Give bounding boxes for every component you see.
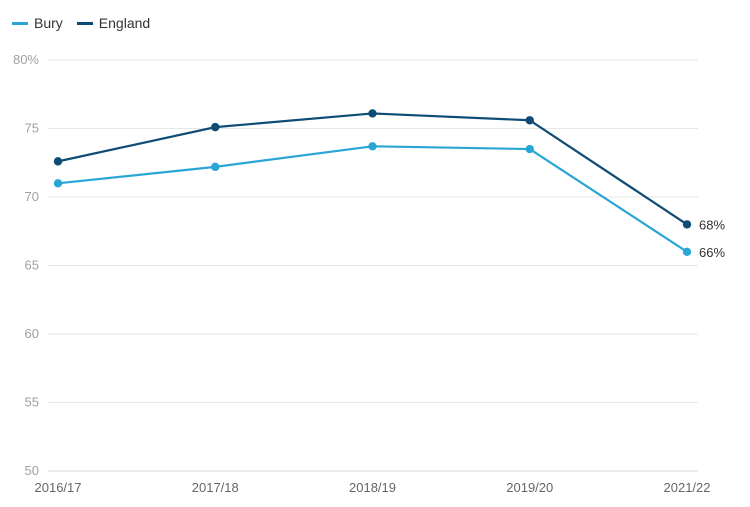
data-point (525, 144, 534, 154)
series-line-england (57, 112, 688, 226)
end-label-england: 68% (699, 217, 725, 232)
y-tick-label: 60 (25, 326, 39, 341)
legend-label-england: England (98, 15, 151, 31)
data-point (53, 179, 63, 188)
x-tick-label: 2017/18 (192, 480, 239, 495)
series-lines (57, 112, 688, 253)
legend-swatch-england (76, 21, 93, 25)
y-tick-label: 55 (25, 395, 39, 410)
y-tick-label: 70 (25, 189, 39, 204)
data-point (211, 162, 220, 172)
gridlines (48, 59, 698, 472)
legend-item-england[interactable]: England (76, 15, 151, 31)
series-points (53, 109, 692, 256)
data-point (53, 157, 63, 166)
y-tick-label: 65 (25, 258, 39, 273)
legend-item-bury[interactable]: Bury (12, 15, 63, 31)
y-axis-ticks: 80% 75 70 65 60 55 50 (13, 52, 39, 478)
x-axis-ticks: 2016/17 2017/18 2018/19 2019/20 2021/22 (35, 480, 711, 495)
legend-swatch-bury (12, 21, 28, 25)
y-tick-label: 50 (25, 463, 39, 478)
data-point (368, 109, 377, 118)
y-tick-label: 75 (25, 121, 39, 136)
x-tick-label: 2021/22 (664, 480, 711, 495)
data-point (368, 142, 377, 151)
data-point (682, 247, 692, 256)
x-tick-label: 2019/20 (506, 480, 553, 495)
y-tick-label: 80% (13, 52, 39, 67)
legend-label-bury: Bury (34, 15, 63, 31)
data-point (682, 220, 692, 229)
x-tick-label: 2016/17 (35, 480, 82, 495)
chart-legend: Bury England (12, 15, 150, 31)
end-label-bury: 66% (699, 245, 725, 260)
data-labels: 66% 68% (699, 217, 725, 259)
x-tick-label: 2018/19 (349, 480, 396, 495)
data-point (525, 116, 534, 125)
data-point (211, 122, 220, 132)
